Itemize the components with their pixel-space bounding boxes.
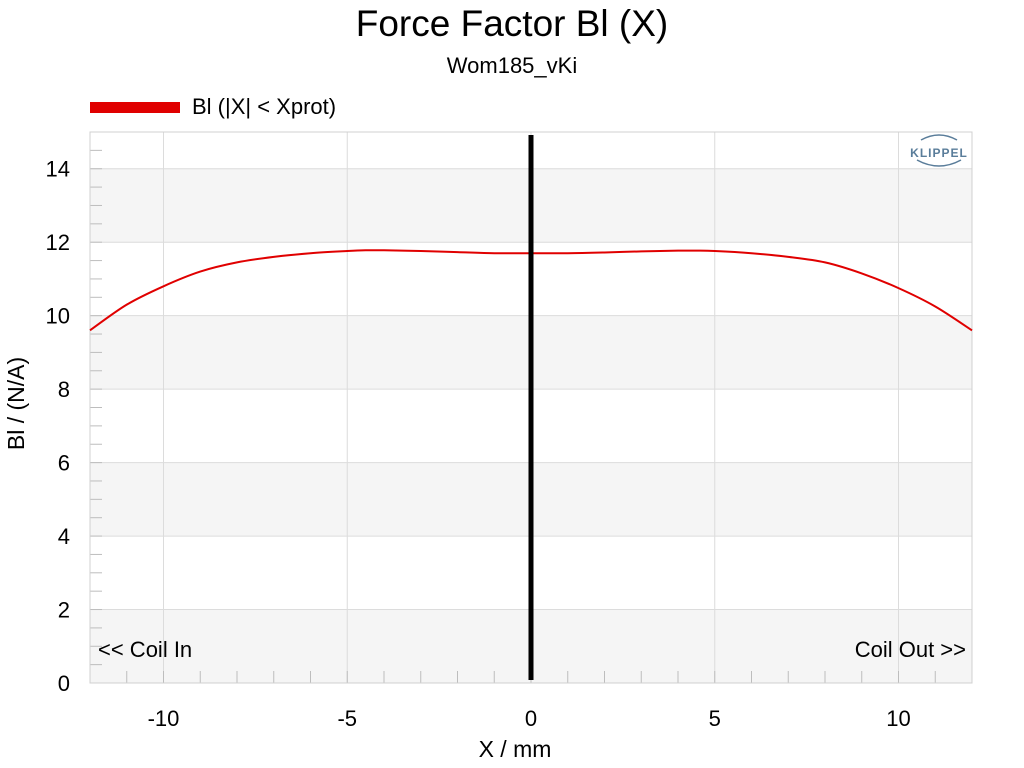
legend-swatch — [90, 101, 180, 113]
coil-out-annotation: Coil Out >> — [855, 637, 966, 662]
x-tick-labels: -10 -5 0 5 10 — [148, 706, 911, 731]
klippel-logo: KLIPPEL — [910, 134, 968, 167]
y-tick-label: 8 — [58, 377, 70, 402]
y-tick-label: 6 — [58, 451, 70, 476]
x-tick-label: -10 — [148, 706, 180, 731]
x-tick-label: 5 — [709, 706, 721, 731]
y-tick-label: 4 — [58, 524, 70, 549]
logo-text: KLIPPEL — [910, 146, 968, 160]
x-tick-label: -5 — [337, 706, 357, 731]
chart-subtitle: Wom185_vKi — [446, 53, 578, 78]
chart-title: Force Factor Bl (X) — [355, 3, 669, 44]
y-tick-label: 10 — [46, 304, 70, 329]
logo-swoosh — [916, 159, 962, 167]
y-tick-label: 2 — [58, 598, 70, 623]
y-tick-label: 12 — [46, 230, 70, 255]
y-tick-labels: 0 2 4 6 8 10 12 14 — [46, 157, 70, 696]
plot-frame — [89, 131, 973, 684]
y-axis-label: Bl / (N/A) — [3, 357, 29, 450]
x-tick-label: 10 — [886, 706, 910, 731]
coil-in-annotation: << Coil In — [98, 637, 192, 662]
x-axis-label: X / mm — [479, 736, 552, 762]
legend-label: Bl (|X| < Xprot) — [192, 94, 337, 119]
y-tick-label: 0 — [58, 671, 70, 696]
x-tick-label: 0 — [525, 706, 537, 731]
y-tick-label: 14 — [46, 157, 70, 182]
legend: Bl (|X| < Xprot) — [90, 94, 336, 120]
logo-arc — [920, 134, 958, 141]
